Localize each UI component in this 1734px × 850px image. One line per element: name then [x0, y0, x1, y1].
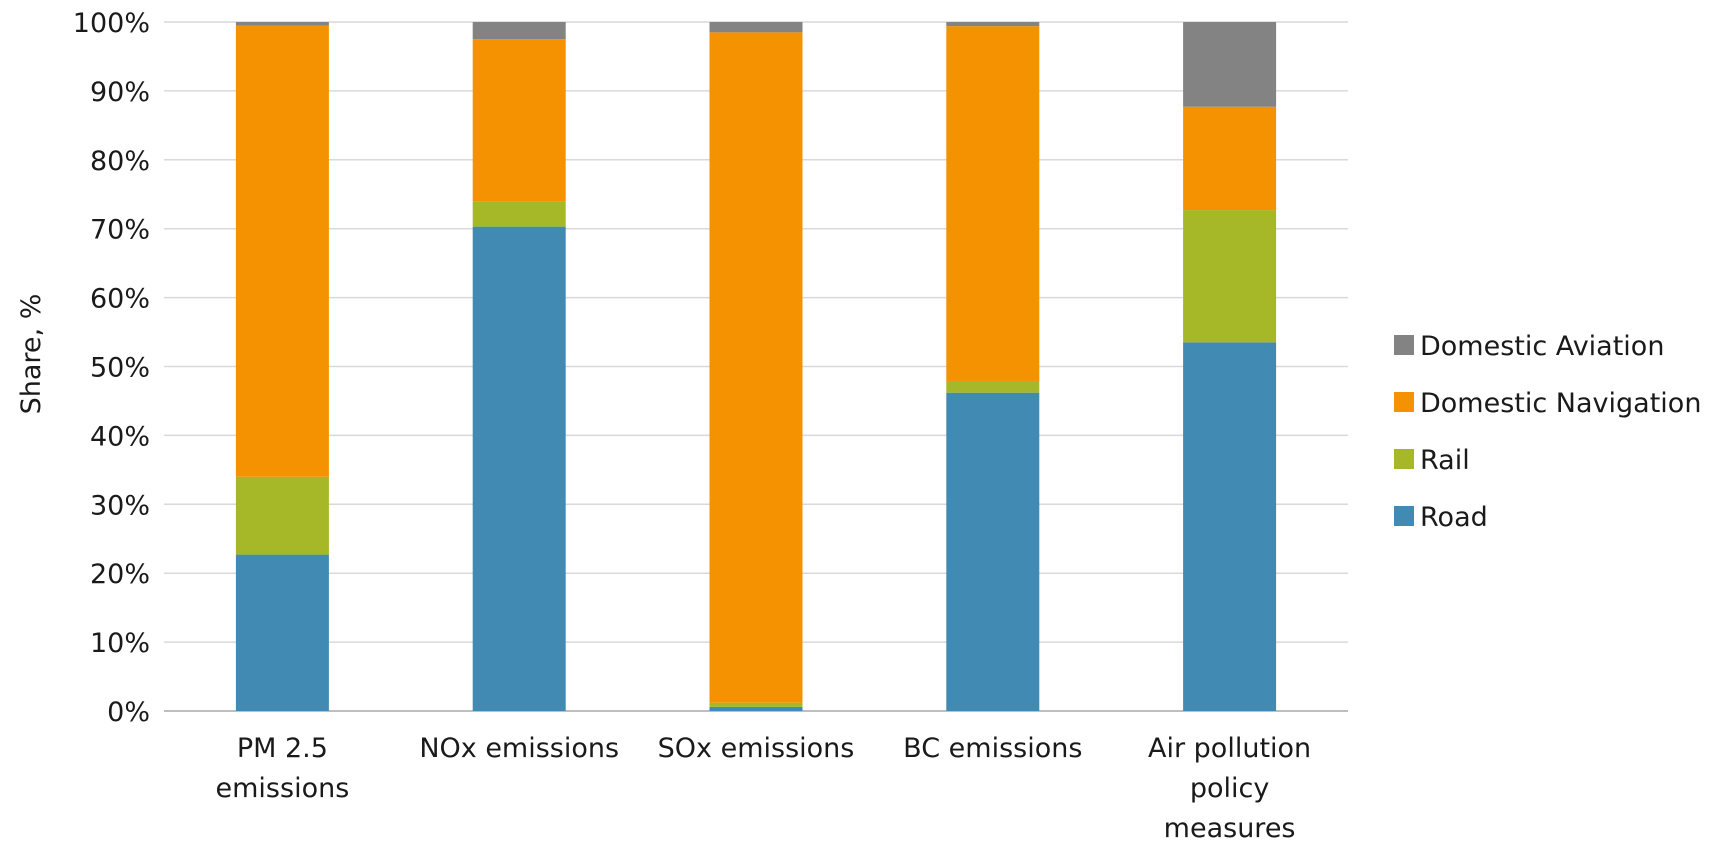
legend-label: Domestic Aviation — [1420, 331, 1664, 362]
bar-segment-road — [946, 392, 1040, 711]
bar-segment-road — [235, 554, 329, 711]
y-tick-label: 100% — [73, 8, 150, 39]
bar-segment-rail — [709, 702, 803, 707]
bar-segment-rail — [1183, 210, 1277, 343]
legend: Domestic Aviation Domestic Navigation Rail… — [1394, 331, 1701, 533]
bar-segment-domestic-aviation — [1183, 22, 1277, 107]
x-category-labels: PM 2.5 emissions NOx emissions SOx emission… — [216, 733, 1312, 844]
legend-label: Road — [1420, 502, 1488, 533]
x-category-label: Air pollution policy measures — [1148, 733, 1311, 844]
y-tick-label: 50% — [90, 353, 150, 384]
legend-label: Domestic Navigation — [1420, 388, 1701, 419]
y-tick-label: 70% — [90, 215, 150, 246]
legend-swatch — [1394, 392, 1414, 412]
y-tick-label: 30% — [90, 490, 150, 521]
bar-segment-road — [472, 226, 566, 711]
bar-segment-rail — [946, 380, 1040, 393]
bar-segment-domestic-navigation — [235, 25, 329, 477]
bar-segment-rail — [472, 201, 566, 227]
legend-swatch — [1394, 506, 1414, 526]
bar-segment-road — [1183, 342, 1277, 711]
legend-swatch — [1394, 449, 1414, 469]
y-tick-label: 80% — [90, 146, 150, 177]
legend-label: Rail — [1420, 445, 1470, 476]
x-category-label: NOx emissions — [419, 733, 619, 764]
y-tick-label: 20% — [90, 559, 150, 590]
y-tick-label: 0% — [107, 697, 150, 728]
bar-segment-rail — [235, 476, 329, 555]
bar-segment-domestic-aviation — [235, 22, 329, 26]
y-tick-label: 40% — [90, 421, 150, 452]
bar-segment-road — [709, 706, 803, 711]
bar-segment-domestic-aviation — [472, 22, 566, 40]
legend-swatch — [1394, 335, 1414, 355]
y-tick-labels: 0% 10% 20% 30% 40% 50% 60% 70% 80% 90% 100% — [73, 8, 150, 728]
x-category-label: SOx emissions — [658, 733, 855, 764]
bar-segment-domestic-navigation — [709, 32, 803, 703]
bar-segment-domestic-aviation — [946, 22, 1040, 27]
x-category-label: BC emissions — [903, 733, 1082, 764]
bars — [235, 22, 1277, 711]
y-tick-label: 60% — [90, 284, 150, 315]
y-tick-label: 90% — [90, 77, 150, 108]
y-tick-label: 10% — [90, 628, 150, 659]
bar-segment-domestic-navigation — [1183, 106, 1277, 211]
x-category-label: PM 2.5 emissions — [216, 733, 350, 804]
bar-segment-domestic-navigation — [946, 26, 1040, 381]
bar-segment-domestic-navigation — [472, 39, 566, 202]
bar-segment-domestic-aviation — [709, 22, 803, 33]
y-axis-label: Share, % — [16, 294, 47, 415]
